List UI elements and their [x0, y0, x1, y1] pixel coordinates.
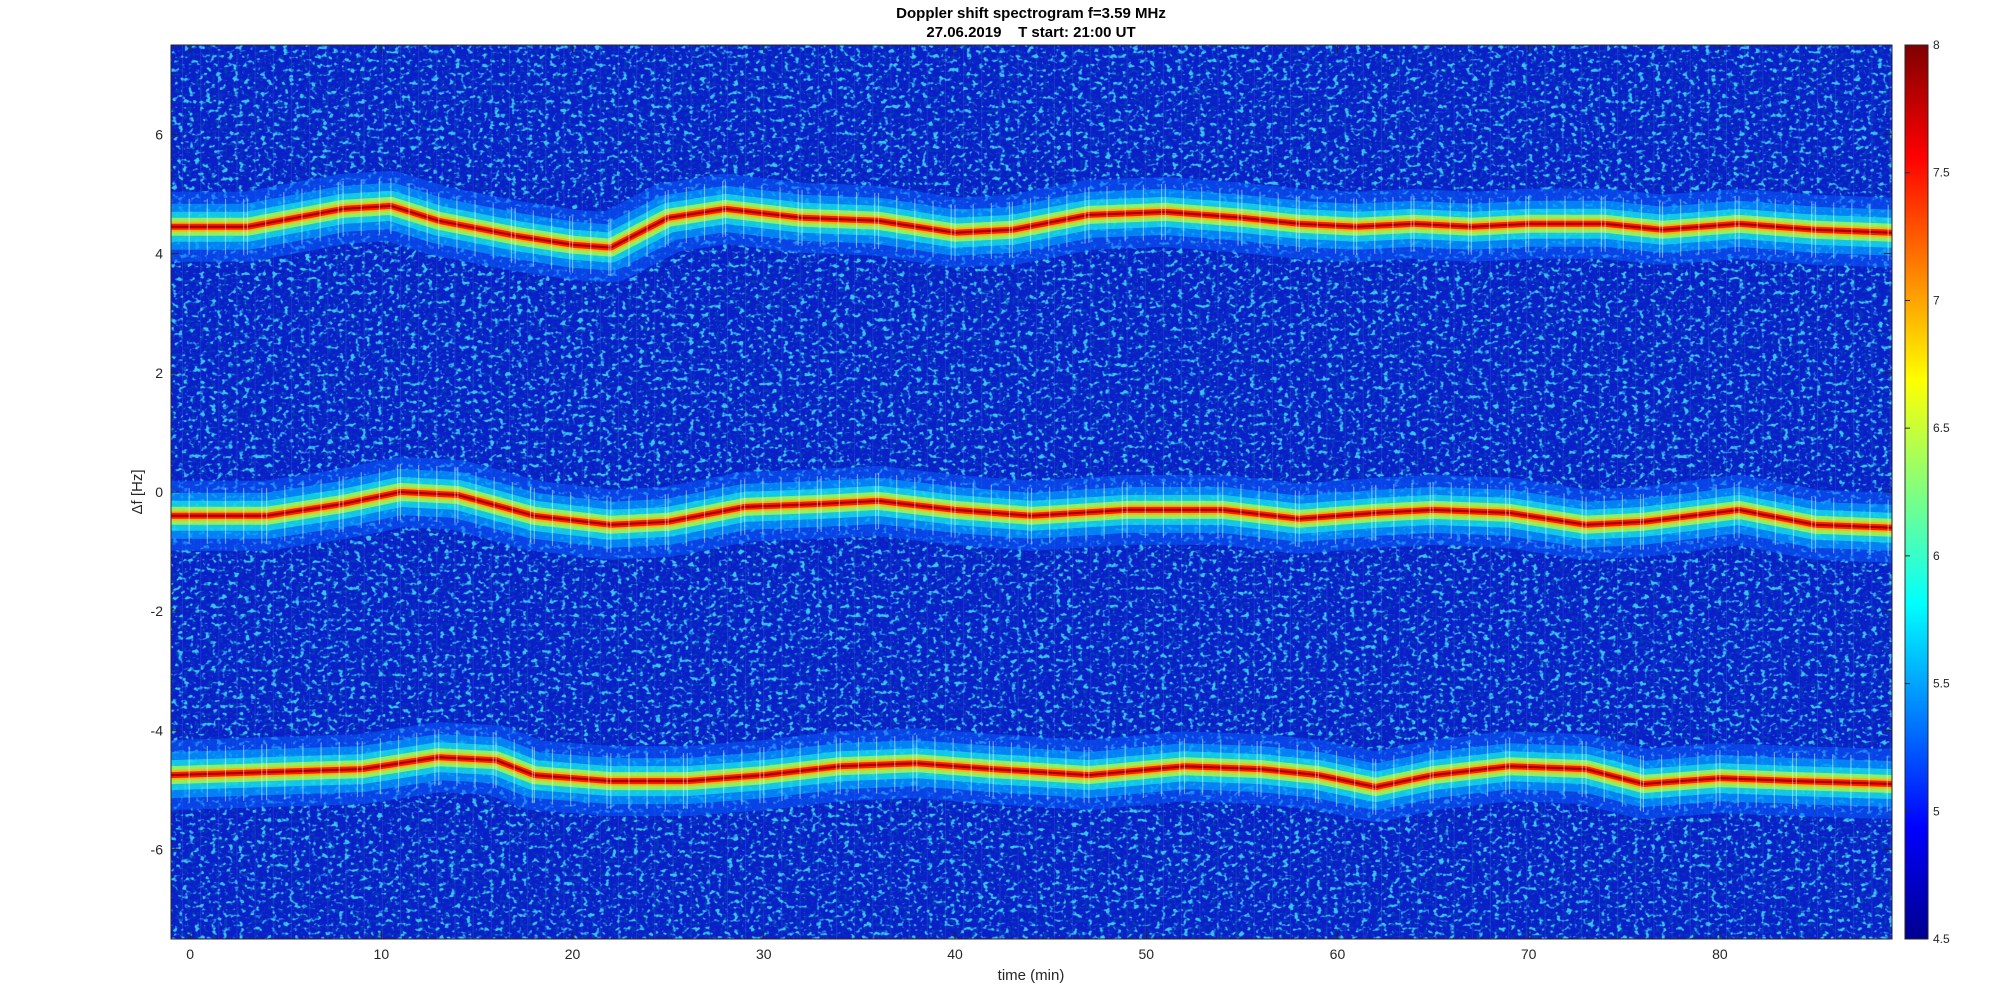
colorbar-ticks: 4.5 5 5.5 6 6.5 7 7.5 8: [1905, 38, 1950, 946]
colorbar-tick-label: 6: [1933, 549, 1940, 563]
colorbar-tick-label: 6.5: [1933, 421, 1950, 435]
x-tick-label: 40: [947, 946, 963, 962]
x-tick-label: 0: [186, 946, 194, 962]
y-axis: -6 -4 -2 0 2 4 6: [151, 126, 1892, 858]
y-tick-label: 2: [155, 365, 163, 381]
colorbar-tick-label: 8: [1933, 38, 1940, 52]
y-tick-label: 6: [155, 126, 163, 142]
x-tick-label: 20: [565, 946, 581, 962]
doppler-trace-3: [171, 722, 1892, 822]
chart-subtitle: 27.06.2019 T start: 21:00 UT: [926, 24, 1135, 41]
x-axis: 0 10 20 30 40 50 60 70 80: [186, 45, 1728, 962]
colorbar: 4.5 5 5.5 6 6.5 7 7.5 8: [1904, 38, 1950, 946]
x-tick-label: 10: [374, 946, 390, 962]
chart-title: Doppler shift spectrogram f=3.59 MHz: [896, 5, 1166, 22]
x-tick-label: 70: [1521, 946, 1537, 962]
y-axis-label: Δf [Hz]: [129, 469, 146, 514]
colorbar-tick-label: 7: [1933, 293, 1940, 307]
y-tick-label: -2: [151, 603, 164, 619]
plot-area: [171, 45, 1892, 939]
trace-band: [171, 756, 1892, 788]
x-tick-label: 50: [1138, 946, 1154, 962]
colorbar-tick-label: 5.5: [1933, 677, 1950, 691]
doppler-traces: [171, 170, 1892, 822]
trace-band: [171, 204, 1892, 249]
trace-band: [171, 491, 1892, 529]
x-tick-label: 30: [756, 946, 772, 962]
colorbar-tick-label: 7.5: [1933, 166, 1950, 180]
colorbar-gradient: [1904, 44, 1929, 940]
x-tick-label: 80: [1712, 946, 1728, 962]
colorbar-tick-label: 5: [1933, 804, 1940, 818]
y-tick-label: 0: [155, 484, 163, 500]
doppler-trace-1: [171, 170, 1892, 283]
colorbar-tick-label: 4.5: [1933, 932, 1950, 946]
y-tick-label: 4: [155, 246, 163, 262]
y-tick-label: -4: [151, 722, 164, 738]
x-tick-label: 60: [1330, 946, 1346, 962]
y-tick-label: -6: [151, 842, 164, 858]
x-axis-label: time (min): [998, 967, 1065, 984]
doppler-trace-2: [171, 457, 1892, 563]
